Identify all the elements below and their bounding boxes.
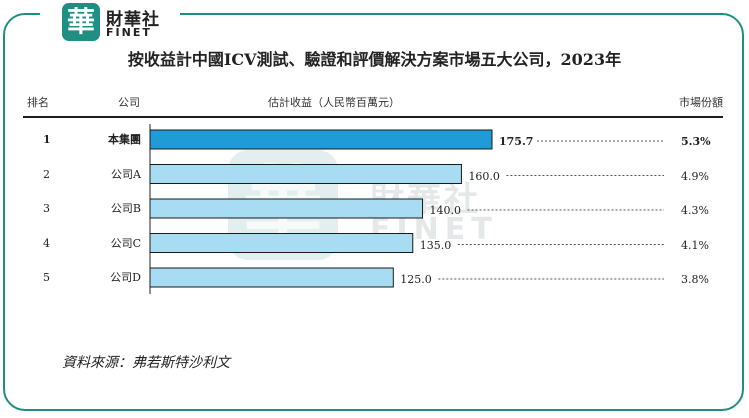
header-company: 公司 [118, 96, 140, 109]
bar-1 [149, 129, 493, 150]
value-label: 125.0 [400, 273, 432, 286]
header-rank: 排名 [27, 96, 49, 109]
brand-name-cn: 財華社 [106, 10, 160, 30]
company-label: 本集團 [108, 133, 141, 146]
value-label: 140.0 [429, 204, 462, 217]
value-label: 175.7 [499, 135, 534, 148]
bar-5 [149, 267, 394, 288]
chart-title: 按收益計中國ICV測試、驗證和評價解決方案市場五大公司，2023年 [127, 50, 622, 69]
share-label: 4.1% [681, 238, 709, 252]
header-share: 市場份額 [679, 96, 723, 109]
rank-label: 3 [43, 202, 50, 215]
share-label: 4.9% [681, 169, 709, 183]
bar-4 [149, 233, 414, 253]
header-divider [23, 116, 723, 118]
rank-label: 1 [43, 133, 51, 146]
bar-2 [149, 164, 462, 184]
rank-label: 4 [43, 236, 50, 250]
bar-3 [149, 198, 424, 219]
company-label: 公司A [111, 167, 141, 181]
rank-label: 5 [43, 271, 50, 284]
brand-name-en: FINET [106, 26, 152, 39]
company-label: 公司D [110, 271, 141, 284]
share-label: 4.3% [681, 204, 709, 217]
share-label: 5.3% [681, 135, 711, 148]
value-label: 160.0 [468, 169, 500, 183]
company-label: 公司B [110, 202, 141, 215]
header-revenue: 估計收益（人民幣百萬元） [268, 96, 400, 109]
chart-frame [3, 13, 744, 411]
source-note: 資料來源：弗若斯特沙利文 [62, 355, 230, 371]
company-label: 公司C [110, 236, 141, 250]
brand-logo: 華 財華社 FINET [40, 0, 180, 44]
share-label: 3.8% [681, 273, 709, 286]
rank-label: 2 [43, 167, 50, 181]
value-label: 135.0 [419, 238, 452, 252]
brand-badge: 華 [62, 3, 100, 41]
